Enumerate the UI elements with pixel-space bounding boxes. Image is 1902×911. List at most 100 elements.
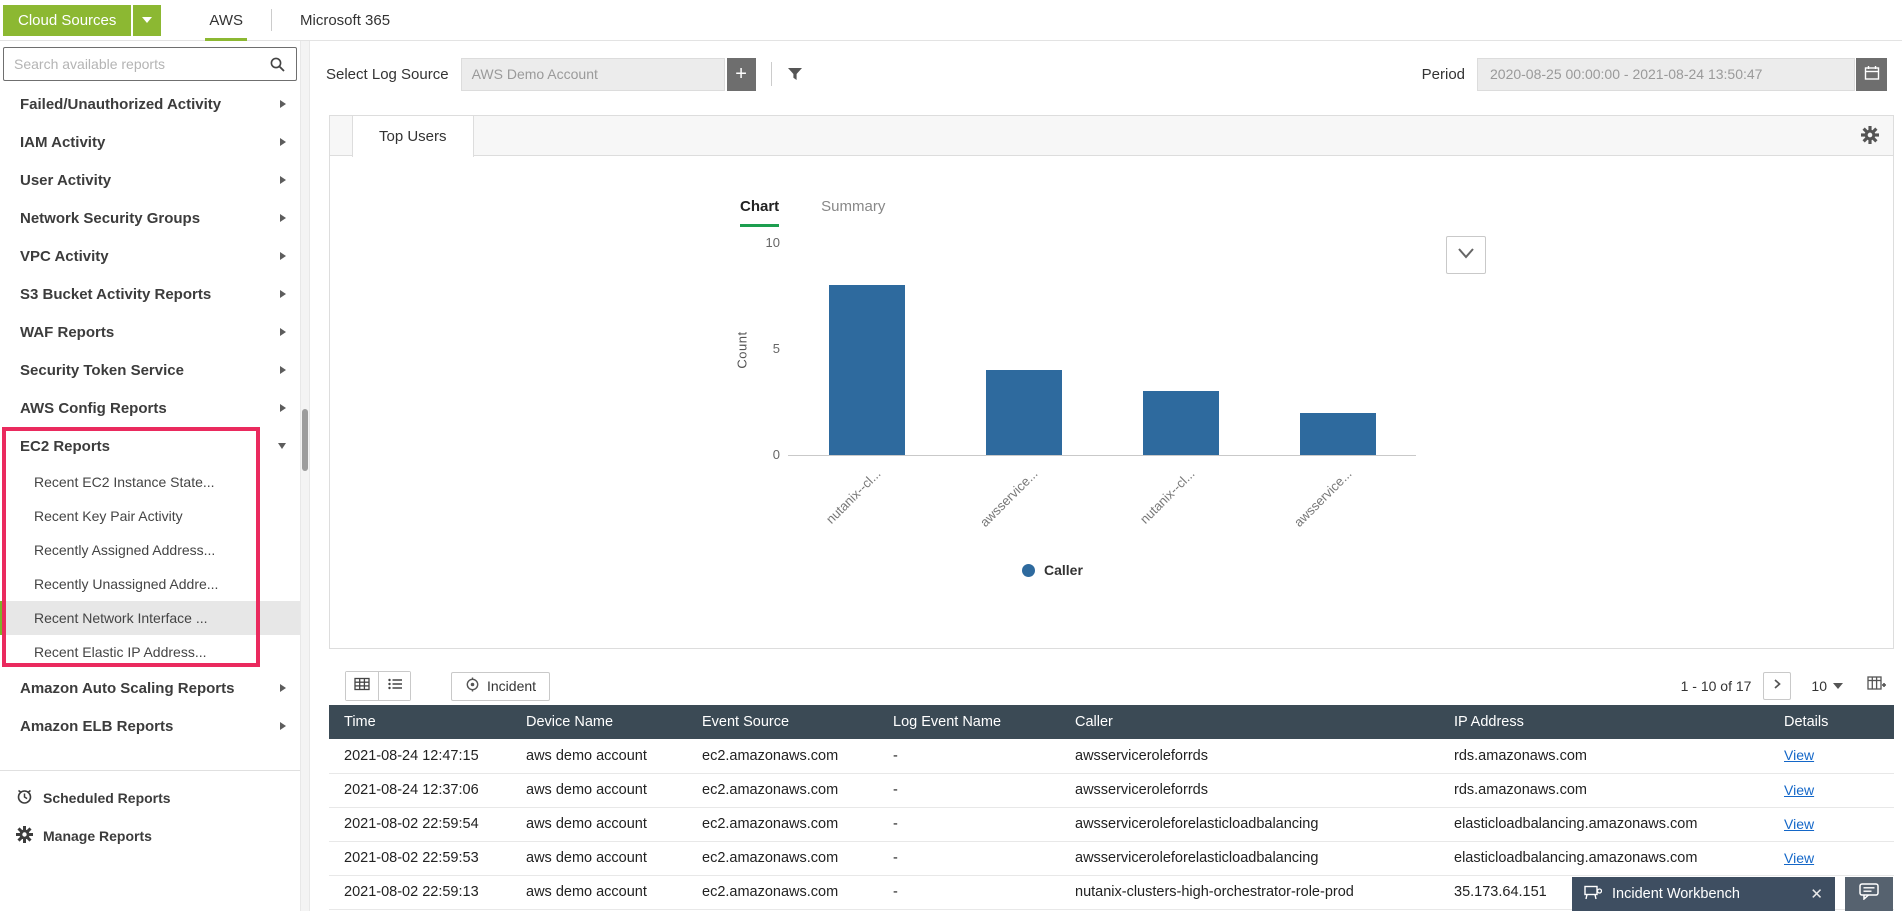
chevron-down-icon[interactable] bbox=[131, 4, 162, 36]
table-cell: - bbox=[893, 739, 1075, 774]
table-row: 2021-08-24 12:47:15 aws demo account ec2.a… bbox=[329, 739, 1894, 774]
sidebar-item[interactable]: Amazon ELB Reports bbox=[0, 707, 300, 745]
tab-chart[interactable]: Chart bbox=[740, 198, 780, 227]
sidebar-subitem[interactable]: Recent EC2 Instance State... bbox=[34, 474, 215, 490]
grid-view-button[interactable] bbox=[346, 672, 378, 700]
sidebar-item-manage-reports[interactable]: Manage Reports bbox=[0, 817, 300, 855]
period-label: Period bbox=[1421, 65, 1465, 83]
sidebar-item-label: EC2 Reports bbox=[20, 437, 111, 455]
footer-item-label: Manage Reports bbox=[43, 828, 152, 844]
bar[interactable] bbox=[1142, 391, 1219, 455]
sidebar-item[interactable]: AWS Config Reports bbox=[0, 389, 300, 427]
sidebar-item-ec2-reports[interactable]: EC2 Reports bbox=[0, 427, 300, 465]
bar[interactable] bbox=[828, 285, 905, 455]
chart-options-dropdown[interactable] bbox=[1446, 236, 1486, 274]
chevron-right-icon bbox=[1772, 677, 1782, 695]
table-cell: aws demo account bbox=[526, 841, 702, 876]
chevron-down-icon bbox=[1455, 246, 1477, 265]
gear-icon bbox=[16, 826, 33, 846]
search-input[interactable] bbox=[4, 56, 269, 72]
chevron-right-icon bbox=[280, 404, 286, 412]
sidebar-subitem[interactable]: Recently Unassigned Addre... bbox=[34, 576, 219, 592]
chevron-right-icon bbox=[280, 176, 286, 184]
column-header: IP Address bbox=[1454, 705, 1784, 739]
sidebar-item[interactable]: S3 Bucket Activity Reports bbox=[0, 275, 300, 313]
log-source-label: Select Log Source bbox=[326, 65, 449, 83]
sidebar-item-scheduled-reports[interactable]: Scheduled Reports bbox=[0, 779, 300, 817]
calendar-button[interactable] bbox=[1856, 57, 1887, 91]
bar[interactable] bbox=[1299, 412, 1376, 455]
legend-marker bbox=[1022, 563, 1035, 577]
calendar-icon bbox=[1864, 65, 1880, 84]
x-axis-label: awsservice... bbox=[976, 466, 1041, 530]
table-cell: aws demo account bbox=[526, 807, 702, 842]
view-details-link[interactable]: View bbox=[1784, 747, 1815, 764]
cloud-sources-dropdown[interactable]: Cloud Sources bbox=[3, 4, 162, 36]
table-cell: - bbox=[893, 841, 1075, 876]
table-cell: rds.amazonaws.com bbox=[1454, 773, 1784, 808]
log-source-input[interactable]: AWS Demo Account bbox=[460, 57, 725, 91]
chat-button[interactable] bbox=[1845, 877, 1893, 911]
sidebar-subitem[interactable]: Recently Assigned Address... bbox=[34, 542, 216, 558]
table-cell: aws demo account bbox=[526, 739, 702, 774]
tab-microsoft-365[interactable]: Microsoft 365 bbox=[300, 11, 391, 29]
filter-row: Select Log Source AWS Demo Account + Per… bbox=[326, 57, 1887, 91]
table-cell: - bbox=[893, 807, 1075, 842]
table-cell: ec2.amazonaws.com bbox=[702, 841, 893, 876]
next-page-button[interactable] bbox=[1763, 672, 1792, 700]
table-cell: rds.amazonaws.com bbox=[1454, 739, 1784, 774]
bar[interactable] bbox=[985, 370, 1062, 455]
table-cell: aws demo account bbox=[526, 875, 702, 910]
ec2-children: Recent EC2 Instance State... Recent Key P… bbox=[0, 465, 300, 669]
pagination-range: 1 - 10 of 17 bbox=[1680, 678, 1752, 694]
sidebar-item[interactable]: Amazon Auto Scaling Reports bbox=[0, 669, 300, 707]
table-toolbar: Incident 1 - 10 of 17 10 bbox=[329, 667, 1894, 705]
sidebar-item[interactable]: VPC Activity bbox=[0, 237, 300, 275]
tab-summary[interactable]: Summary bbox=[821, 198, 886, 215]
y-axis-label: Count bbox=[734, 331, 750, 369]
sidebar-item[interactable]: User Activity bbox=[0, 161, 300, 199]
sidebar-subitem[interactable]: Recent Key Pair Activity bbox=[34, 508, 183, 524]
chevron-right-icon bbox=[280, 100, 286, 108]
table-row: 2021-08-02 22:59:13 aws demo account ec2.a… bbox=[329, 875, 1894, 910]
close-icon[interactable]: ✕ bbox=[1810, 886, 1823, 903]
table-cell: ec2.amazonaws.com bbox=[702, 807, 893, 842]
search-icon[interactable] bbox=[269, 56, 296, 73]
table-cell: 2021-08-02 22:59:13 bbox=[329, 875, 526, 910]
view-details-link[interactable]: View bbox=[1784, 781, 1815, 798]
view-details-link[interactable]: View bbox=[1784, 849, 1815, 866]
y-axis-tick: 10 bbox=[765, 235, 780, 250]
sidebar-subitem[interactable]: Recent Network Interface ... bbox=[0, 601, 300, 635]
sidebar-item[interactable]: Security Token Service bbox=[0, 351, 300, 389]
sidebar-scrollbar[interactable] bbox=[300, 41, 310, 911]
add-log-source-button[interactable]: + bbox=[726, 57, 756, 91]
view-details-link[interactable]: View bbox=[1784, 815, 1815, 832]
tab-divider bbox=[271, 9, 273, 31]
sidebar-item[interactable]: Network Security Groups bbox=[0, 199, 300, 237]
list-view-button[interactable] bbox=[378, 672, 410, 700]
filter-icon[interactable] bbox=[787, 67, 803, 82]
table-cell: View bbox=[1784, 739, 1894, 774]
page-size-select[interactable]: 10 bbox=[1811, 678, 1843, 694]
chevron-down-icon bbox=[1833, 683, 1843, 689]
table-cell: awsserviceroleforrds bbox=[1075, 739, 1454, 774]
incident-icon bbox=[465, 677, 480, 695]
report-settings-button[interactable] bbox=[1861, 126, 1879, 149]
incident-workbench-bar[interactable]: Incident Workbench ✕ bbox=[1572, 877, 1835, 911]
tab-top-users[interactable]: Top Users bbox=[352, 116, 474, 157]
sidebar-item[interactable]: IAM Activity bbox=[0, 123, 300, 161]
sidebar-item-label: Network Security Groups bbox=[20, 209, 201, 227]
main-content: Select Log Source AWS Demo Account + Per… bbox=[311, 41, 1902, 911]
scrollbar-thumb[interactable] bbox=[302, 409, 308, 471]
incident-button[interactable]: Incident bbox=[451, 671, 551, 701]
footer-item-label: Scheduled Reports bbox=[43, 790, 171, 806]
table-header-row: Time Device Name Event Source Log Event Nam… bbox=[329, 705, 1894, 739]
sidebar-nav-bottom: Amazon Auto Scaling Reports Amazon ELB Re… bbox=[0, 669, 300, 745]
column-chooser-button[interactable] bbox=[1867, 676, 1886, 696]
sidebar-item[interactable]: WAF Reports bbox=[0, 313, 300, 351]
sidebar-item[interactable]: Failed/Unauthorized Activity bbox=[0, 85, 300, 123]
period-input[interactable]: 2020-08-25 00:00:00 - 2021-08-24 13:50:4… bbox=[1477, 57, 1855, 91]
tab-aws[interactable]: AWS bbox=[203, 0, 249, 41]
sidebar-subitem[interactable]: Recent Elastic IP Address... bbox=[34, 644, 207, 660]
sidebar-footer: Scheduled Reports Manage Reports bbox=[0, 770, 300, 855]
